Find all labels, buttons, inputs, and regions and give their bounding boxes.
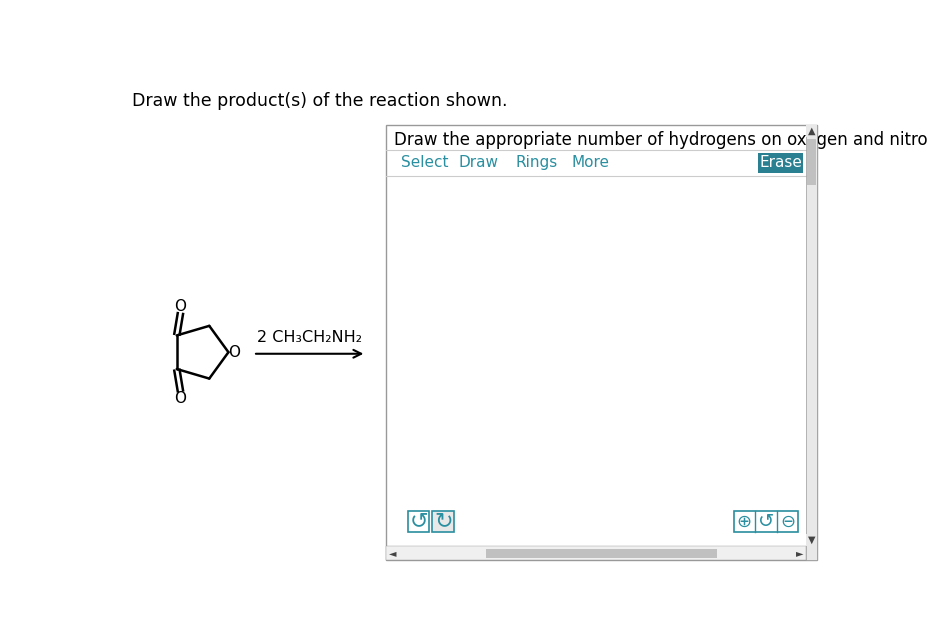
Text: O: O [174,390,186,406]
Text: O: O [174,299,186,314]
Text: ⊕: ⊕ [736,512,751,531]
Text: Draw: Draw [458,154,498,170]
Text: Select: Select [400,154,448,170]
Bar [805,125,817,560]
Text: ►: ► [795,548,803,558]
Text: ▲: ▲ [807,126,815,137]
Bar [805,125,817,137]
Bar [806,139,815,185]
Text: Rings: Rings [514,154,557,170]
Text: Draw the product(s) of the reaction shown.: Draw the product(s) of the reaction show… [132,92,507,110]
Bar [486,549,717,558]
FancyBboxPatch shape [757,152,802,173]
Bar [805,534,817,546]
Bar [386,125,817,560]
Text: Erase: Erase [758,155,801,170]
Text: ↺: ↺ [756,512,773,531]
Text: Draw the appropriate number of hydrogens on oxygen and nitrogen.: Draw the appropriate number of hydrogens… [394,131,927,149]
Bar [386,546,805,560]
Text: More: More [571,154,609,170]
Text: ◄: ◄ [388,548,396,558]
Text: ↻: ↻ [434,512,452,531]
Text: ↺: ↺ [409,512,427,531]
Text: O: O [228,345,240,360]
FancyBboxPatch shape [732,511,797,532]
FancyBboxPatch shape [407,511,429,532]
Text: 2 CH₃CH₂NH₂: 2 CH₃CH₂NH₂ [257,329,362,345]
Text: ▼: ▼ [807,535,815,545]
Text: ⊖: ⊖ [779,512,794,531]
FancyBboxPatch shape [432,511,453,532]
